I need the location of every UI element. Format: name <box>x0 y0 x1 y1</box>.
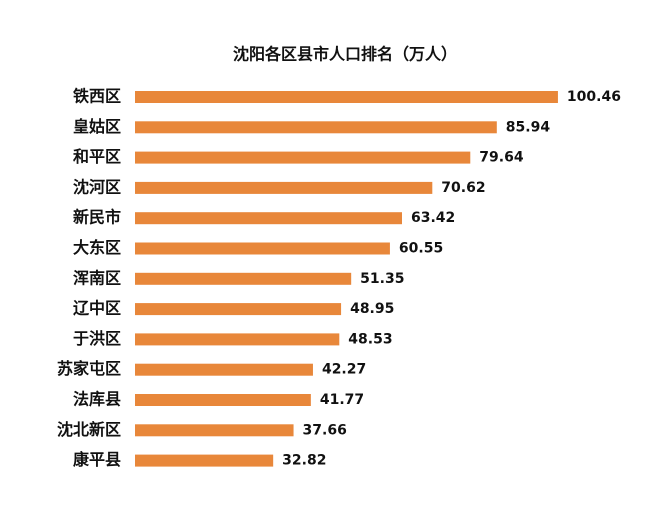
category-label: 于洪区 <box>73 329 121 348</box>
category-label: 苏家屯区 <box>57 359 121 378</box>
value-label: 48.95 <box>350 301 394 317</box>
value-label: 42.27 <box>322 362 366 378</box>
category-label: 皇姑区 <box>73 117 121 136</box>
value-label: 63.42 <box>411 210 455 226</box>
bar <box>135 424 294 437</box>
value-label: 85.94 <box>506 119 551 135</box>
bar <box>135 394 311 406</box>
bar <box>135 363 313 376</box>
bar <box>135 212 402 225</box>
bar <box>135 454 274 467</box>
category-label: 沈河区 <box>73 177 121 196</box>
category-label: 沈北新区 <box>57 420 121 439</box>
category-label: 辽中区 <box>73 299 121 318</box>
value-label: 60.55 <box>399 241 443 257</box>
bar <box>135 303 342 316</box>
bar <box>135 91 558 103</box>
bar <box>135 151 471 164</box>
value-label: 41.77 <box>320 392 364 408</box>
category-label: 和平区 <box>73 147 121 166</box>
value-label: 51.35 <box>360 271 404 287</box>
value-label: 79.64 <box>479 150 524 166</box>
bar <box>135 181 433 194</box>
bar <box>135 121 497 134</box>
category-label: 法库县 <box>73 390 121 409</box>
category-label: 大东区 <box>73 238 121 257</box>
category-label: 康平县 <box>73 450 121 469</box>
category-label: 新民市 <box>73 208 121 227</box>
value-label: 48.53 <box>348 331 392 347</box>
category-label: 浑南区 <box>73 268 121 287</box>
bar <box>135 333 340 346</box>
category-label: 铁西区 <box>73 87 121 106</box>
bar <box>135 242 390 255</box>
bar <box>135 272 352 285</box>
value-label: 100.46 <box>567 89 621 105</box>
chart-title: 沈阳各区县市人口排名（万人） <box>233 45 457 64</box>
value-label: 37.66 <box>303 422 347 438</box>
value-label: 32.82 <box>282 453 326 469</box>
value-label: 70.62 <box>441 180 485 196</box>
